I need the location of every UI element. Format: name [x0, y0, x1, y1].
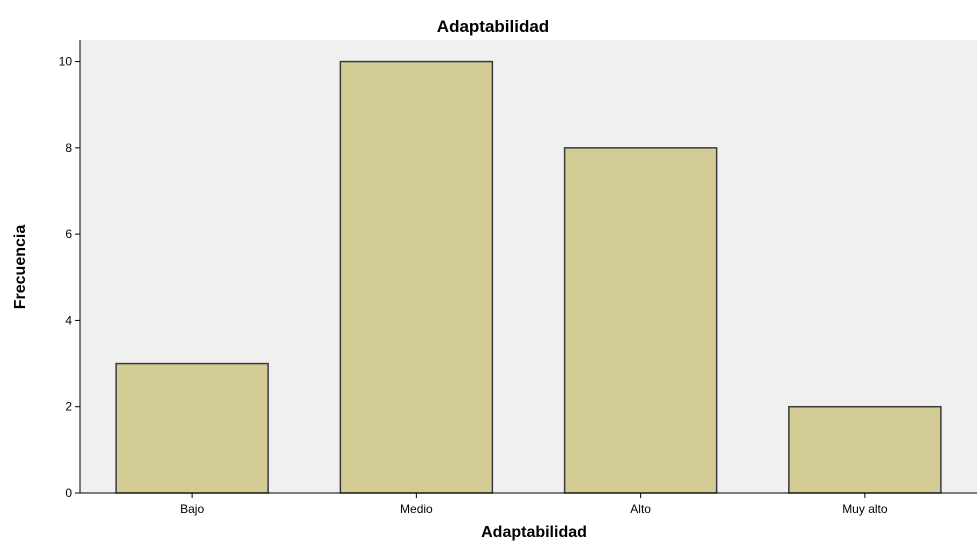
x-tick-label: Alto [630, 502, 651, 516]
bars-group [115, 60, 942, 494]
y-tick-label: 8 [65, 141, 72, 155]
y-tick-label: 2 [65, 400, 72, 414]
y-axis-title: Frecuencia [12, 225, 29, 310]
bar-muy-alto [788, 405, 942, 494]
x-axis-title: Adaptabilidad [481, 524, 587, 541]
bar-bajo [115, 362, 269, 494]
y-tick-label: 0 [65, 486, 72, 500]
bar-medio [339, 60, 494, 494]
y-tick-label: 6 [65, 227, 72, 241]
bar-alto [563, 147, 718, 494]
x-axis-ticks: Bajo Medio Alto Muy alto [180, 493, 888, 516]
y-tick-label: 10 [59, 55, 73, 69]
x-tick-label: Bajo [180, 502, 204, 516]
chart-title: Adaptabilidad [437, 17, 549, 36]
y-axis-ticks: 0 2 4 6 8 10 [59, 55, 80, 500]
y-tick-label: 4 [65, 313, 72, 327]
x-tick-label: Medio [400, 502, 433, 516]
x-tick-label: Muy alto [842, 502, 888, 516]
